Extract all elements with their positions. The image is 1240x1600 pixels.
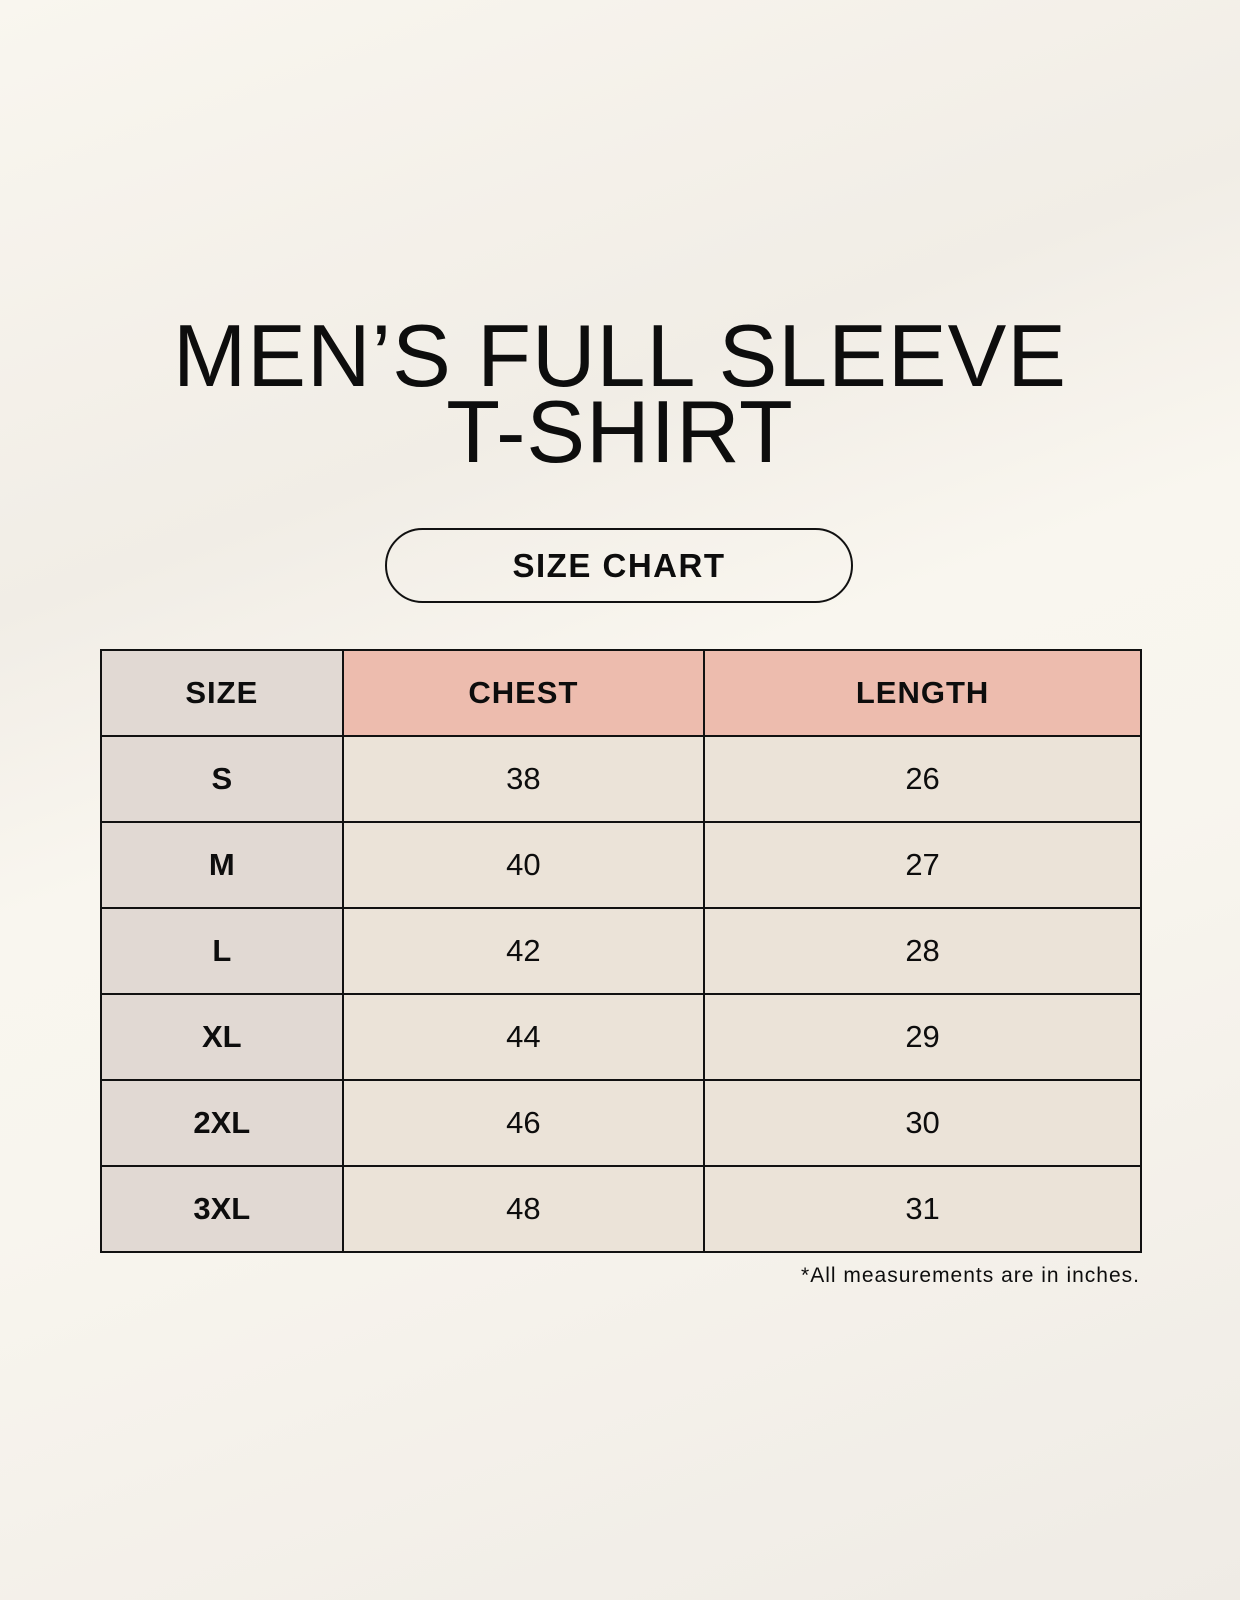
- title-line-1: MEN’S FULL SLEEVE: [172, 306, 1068, 405]
- table-row: L 42 28: [100, 907, 1142, 995]
- size-cell: S: [100, 735, 344, 823]
- table-row: 3XL 48 31: [100, 1165, 1142, 1253]
- table-row: 2XL 46 30: [100, 1079, 1142, 1167]
- length-cell: 30: [703, 1079, 1142, 1167]
- table-row: M 40 27: [100, 821, 1142, 909]
- length-cell: 26: [703, 735, 1142, 823]
- table-row: XL 44 29: [100, 993, 1142, 1081]
- size-cell: 2XL: [100, 1079, 344, 1167]
- header-length: LENGTH: [703, 649, 1142, 737]
- size-cell: M: [100, 821, 344, 909]
- chest-cell: 44: [341, 993, 706, 1081]
- length-cell: 29: [703, 993, 1142, 1081]
- table-header-row: SIZE CHEST LENGTH: [100, 649, 1142, 737]
- header-size: SIZE: [100, 649, 344, 737]
- size-table: SIZE CHEST LENGTH S 38 26 M 40 27 L 42 28 XL 44 29 2…: [100, 649, 1142, 1253]
- size-chart-badge: SIZE CHART: [385, 528, 853, 603]
- size-cell: L: [100, 907, 344, 995]
- table-row: S 38 26: [100, 735, 1142, 823]
- footnote: *All measurements are in inches.: [801, 1264, 1140, 1287]
- page-title: MEN’S FULL SLEEVE T-SHIRT: [0, 306, 1240, 481]
- size-cell: XL: [100, 993, 344, 1081]
- title-line-2: T-SHIRT: [446, 382, 794, 481]
- header-chest: CHEST: [341, 649, 706, 737]
- chest-cell: 38: [341, 735, 706, 823]
- chest-cell: 48: [341, 1165, 706, 1253]
- chest-cell: 40: [341, 821, 706, 909]
- length-cell: 28: [703, 907, 1142, 995]
- chest-cell: 42: [341, 907, 706, 995]
- length-cell: 27: [703, 821, 1142, 909]
- size-cell: 3XL: [100, 1165, 344, 1253]
- length-cell: 31: [703, 1165, 1142, 1253]
- chest-cell: 46: [341, 1079, 706, 1167]
